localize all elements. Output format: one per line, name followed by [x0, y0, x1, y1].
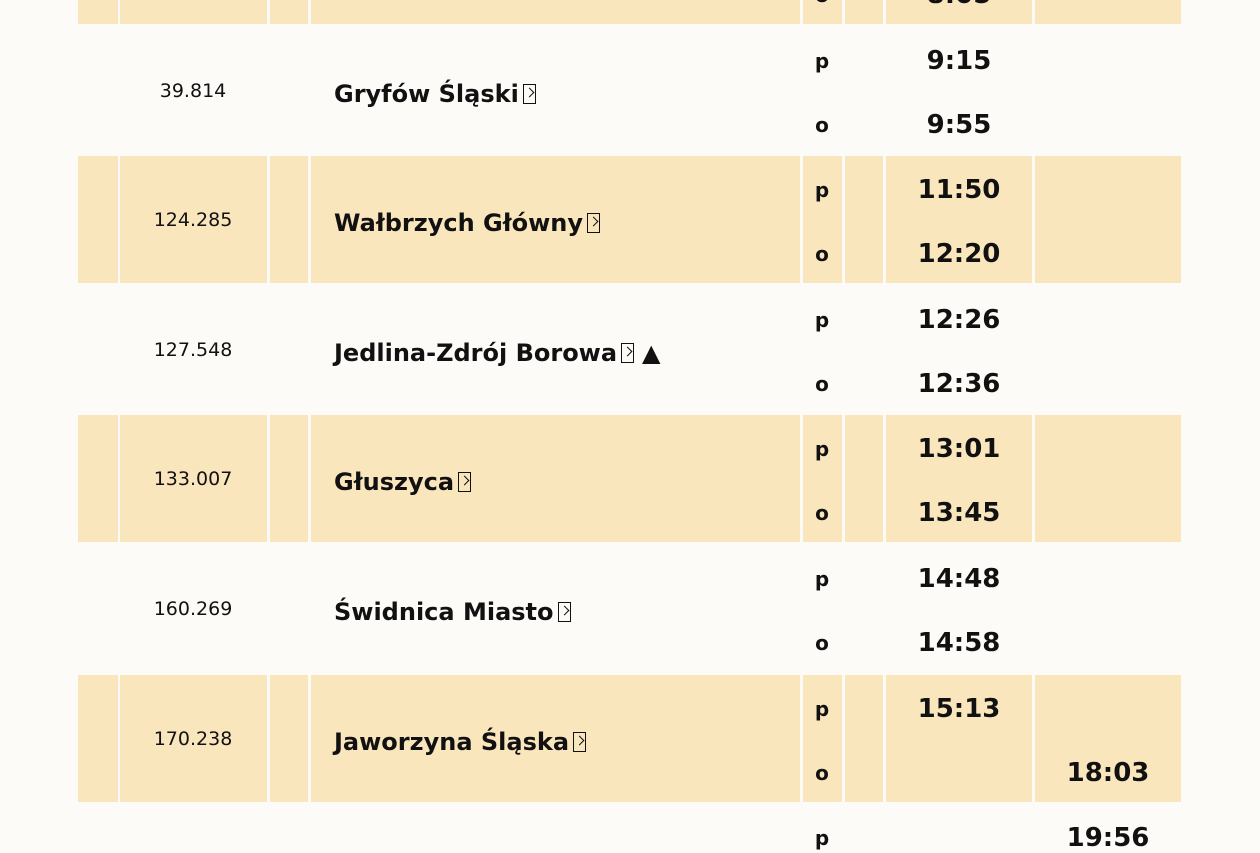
row-shade [803, 156, 842, 284]
stop-type: o [815, 242, 829, 267]
row-shade [270, 674, 308, 802]
row-shade [78, 156, 118, 284]
stop-type: p [814, 178, 830, 203]
stop-type: p [814, 826, 830, 851]
row-shade [270, 0, 308, 24]
station-icon [557, 602, 571, 622]
row-shade [1035, 415, 1181, 543]
time: 15:13 [917, 693, 1001, 724]
row-shade [311, 415, 800, 543]
station-name: Świdnica Miasto [334, 598, 554, 626]
row-shade [311, 0, 800, 24]
row-shade [1035, 674, 1181, 802]
row-shade [803, 415, 842, 543]
station-name: Wałbrzych Główny [334, 209, 584, 238]
row-shade [78, 0, 118, 24]
km: 39.814 [159, 79, 227, 102]
row-shade [886, 674, 1032, 802]
station-icon [587, 213, 601, 234]
station-name: Głuszyca [334, 468, 455, 497]
station: Jedlina-Zdrój Borowa ▲ [334, 339, 661, 367]
station-name: Gryfów Śląski [334, 79, 519, 108]
time-extra: 19:56 [1066, 823, 1150, 853]
time: 14:58 [917, 628, 1001, 658]
row-shade [845, 674, 883, 802]
row-shade [120, 415, 267, 543]
row-shade [1035, 0, 1181, 24]
station: Gryfów Śląski [334, 80, 536, 108]
stop-type: o [815, 501, 829, 526]
km: 127.548 [153, 338, 233, 361]
stop-type: p [814, 48, 830, 73]
km: 170.238 [153, 727, 233, 750]
station-icon [621, 342, 635, 363]
row-shade [270, 415, 308, 543]
station: Jaworzyna Śląska [334, 727, 587, 756]
row-shade [845, 156, 883, 284]
row-shade [886, 0, 1032, 24]
stop-type: o [815, 371, 829, 396]
time: 14:48 [917, 564, 1001, 594]
stop-type: p [814, 437, 830, 462]
station: Głuszyca [334, 468, 472, 497]
station-name: Jedlina-Zdrój Borowa [334, 338, 618, 367]
row-shade [886, 156, 1032, 284]
km: 124.285 [153, 209, 233, 232]
row-shade [120, 156, 267, 284]
row-shade [270, 156, 308, 284]
stop-type: p [814, 307, 830, 332]
stop-type: p [814, 567, 830, 591]
row-shade [845, 0, 883, 24]
km: 133.007 [153, 468, 233, 491]
row-shade [311, 674, 800, 802]
time: 12:20 [917, 239, 1001, 270]
time: 13:45 [917, 498, 1001, 529]
station: Świdnica Miasto [334, 598, 571, 626]
row-shade [803, 0, 842, 24]
station-name: Jaworzyna Śląska [334, 727, 570, 756]
row-shade [803, 674, 842, 802]
stop-type: o [815, 112, 829, 137]
station-icon [573, 731, 587, 752]
row-shade [78, 674, 118, 802]
time: 12:36 [917, 368, 1001, 399]
time: 9:15 [926, 45, 992, 76]
row-shade [886, 415, 1032, 543]
time: 12:26 [917, 304, 1001, 335]
time: 9:55 [926, 109, 992, 140]
stop-type: o [815, 631, 829, 655]
marker: ▲ [642, 338, 661, 367]
time: 11:50 [917, 175, 1001, 206]
row-shade [78, 415, 118, 543]
row-shade [311, 156, 800, 284]
km: 160.269 [153, 598, 233, 620]
time-extra: 18:03 [1066, 757, 1150, 788]
station: Wałbrzych Główny [334, 209, 601, 238]
time: 8:05 [927, 0, 992, 10]
time: 13:01 [917, 434, 1001, 465]
row-shade [1035, 156, 1181, 284]
stop-type: p [814, 696, 830, 721]
row-shade [120, 0, 267, 24]
row-shade [845, 415, 883, 543]
station-icon [522, 83, 536, 104]
row-shade [120, 674, 267, 802]
stop-type: o [815, 0, 829, 7]
station-icon [458, 472, 472, 493]
stop-type: o [815, 760, 829, 785]
